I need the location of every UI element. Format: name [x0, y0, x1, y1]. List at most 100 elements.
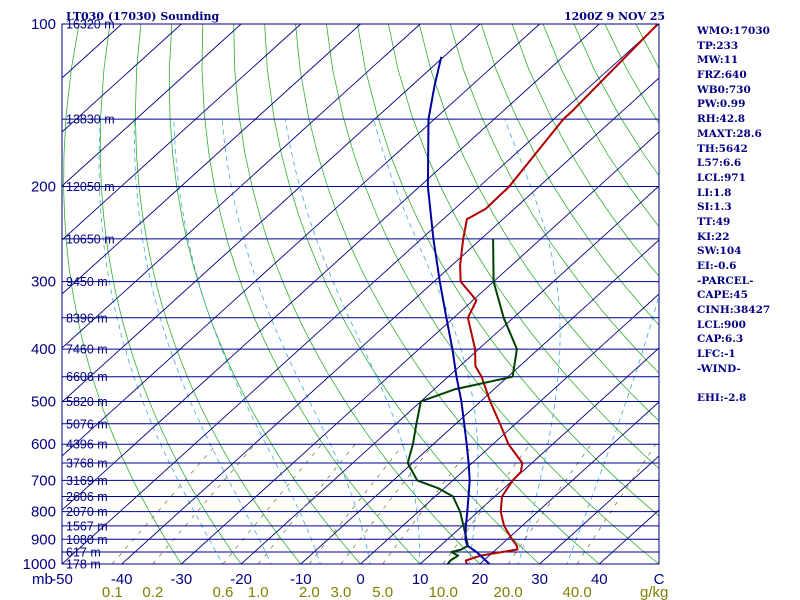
- mixing-ratio-line: [257, 443, 356, 564]
- mixing-ratio-label: 5.0: [372, 584, 393, 600]
- index-item: EHI:-2.8: [697, 392, 747, 405]
- dry-adiabat: [168, 24, 362, 564]
- temperature-label: -30: [171, 571, 193, 588]
- dewpoint-curve: [406, 238, 518, 564]
- index-item: CAPE:45: [697, 289, 748, 302]
- pressure-label-400: 400: [31, 341, 56, 358]
- isotherm: [62, 24, 481, 403]
- mixing-ratio-line: [308, 443, 405, 564]
- height-label: 9450 m: [66, 275, 108, 289]
- pressure-label-700: 700: [31, 472, 56, 489]
- mixing-ratio-line: [340, 443, 434, 564]
- index-item: WMO:17030: [697, 25, 770, 37]
- height-label: 13830 m: [66, 113, 115, 127]
- isotherm: [62, 24, 421, 349]
- stability-indices-panel: WMO:17030 TP:233 MW:11 FRZ:640 WB0:730 PW:0.9…: [697, 24, 770, 406]
- index-item: SI:1.3: [697, 201, 732, 214]
- mixing-ratio-label: 0.2: [142, 584, 163, 600]
- dry-adiabat: [99, 24, 242, 564]
- diagram-grid: [62, 24, 659, 564]
- height-label: 16320 m: [66, 18, 115, 32]
- mixing-ratio-label: 40.0: [562, 584, 591, 600]
- index-item: LFC:-1: [697, 348, 736, 361]
- index-item: LCL:971: [697, 171, 746, 184]
- index-item: TH:5642: [697, 142, 748, 155]
- index-item: TT:49: [697, 215, 731, 228]
- isotherm: [62, 24, 540, 457]
- height-label: 1567 m: [66, 519, 108, 533]
- chart-time: 1200Z 9 NOV 25: [564, 10, 665, 23]
- dry-adiabat: [356, 24, 659, 517]
- isotherm: [121, 77, 659, 564]
- index-item: LCL:900: [697, 318, 746, 331]
- temperature-label: -10: [290, 571, 312, 588]
- dry-adiabat: [511, 24, 659, 277]
- dry-adiabat: [387, 24, 659, 470]
- isotherm: [62, 24, 659, 564]
- pressure-label-200: 200: [31, 179, 56, 196]
- mixing-ratio-line: [111, 443, 217, 564]
- temperature-label: 10: [412, 571, 429, 588]
- mixing-ratio-label: 0.6: [212, 584, 233, 600]
- height-label: 8396 m: [66, 311, 108, 325]
- index-item: KI:22: [697, 230, 730, 243]
- pressure-label-300: 300: [31, 274, 56, 291]
- height-label: 5076 m: [66, 417, 108, 431]
- height-label: 2606 m: [66, 490, 108, 504]
- mixing-ratio-label: 10.0: [429, 584, 458, 600]
- mixing-ratio-label: 20.0: [493, 584, 522, 600]
- temperature-label: -20: [230, 571, 252, 588]
- isotherm: [240, 185, 659, 564]
- pressure-label-900: 900: [31, 531, 56, 548]
- dry-adiabat: [326, 24, 659, 564]
- isotherm: [62, 24, 600, 511]
- isotherm: [62, 24, 302, 241]
- height-label: 10650 m: [66, 232, 115, 246]
- mixing-ratio-unit: g/kg: [640, 584, 668, 600]
- index-item: SW:104: [697, 245, 742, 258]
- isotherm: [539, 455, 659, 564]
- mixing-ratio-label: 2.0: [299, 584, 320, 600]
- dry-adiabat: [449, 24, 659, 374]
- isotherm: [300, 239, 659, 564]
- index-item: FRZ:640: [697, 69, 747, 82]
- height-label: 3768 m: [66, 457, 108, 471]
- index-item: WB0:730: [697, 83, 751, 96]
- index-item: -WIND-: [697, 362, 741, 375]
- height-label: 6606 m: [66, 370, 108, 384]
- sounding-curves: [406, 24, 659, 564]
- pressure-label-800: 800: [31, 504, 56, 521]
- mixing-ratio-line: [382, 443, 474, 564]
- height-label: 12050 m: [66, 180, 115, 194]
- index-item: MW:11: [697, 54, 739, 67]
- index-item: CINH:38427: [697, 304, 771, 317]
- isotherm: [62, 24, 361, 295]
- index-item: L57:6.6: [697, 157, 742, 170]
- height-label: 2070 m: [66, 505, 108, 519]
- index-item: [697, 377, 770, 392]
- dry-adiabat: [201, 24, 421, 564]
- temperature-label: 30: [531, 571, 548, 588]
- dry-adiabat: [418, 24, 659, 422]
- parcel-curve: [426, 56, 491, 564]
- dry-adiabat: [233, 24, 481, 564]
- temperature-label: C: [654, 571, 665, 588]
- height-label: 7460 m: [66, 343, 108, 357]
- temperature-label: -40: [111, 571, 133, 588]
- isotherm: [181, 131, 659, 564]
- mixing-ratio-line: [222, 443, 323, 564]
- temperature-label: -50: [51, 571, 73, 588]
- pressure-label-600: 600: [31, 436, 56, 453]
- temperature-label: 0: [356, 571, 364, 588]
- isotherm: [62, 24, 242, 187]
- index-item: CAP:6.3: [697, 333, 744, 346]
- index-item: EI:-0.6: [697, 260, 737, 272]
- chart-title: LT030 (17030) Sounding: [66, 10, 219, 23]
- dry-adiabat: [63, 24, 182, 564]
- temperature-label: 20: [472, 571, 489, 588]
- height-label: 5820 m: [66, 395, 108, 409]
- index-item: PW:0.99: [697, 98, 746, 111]
